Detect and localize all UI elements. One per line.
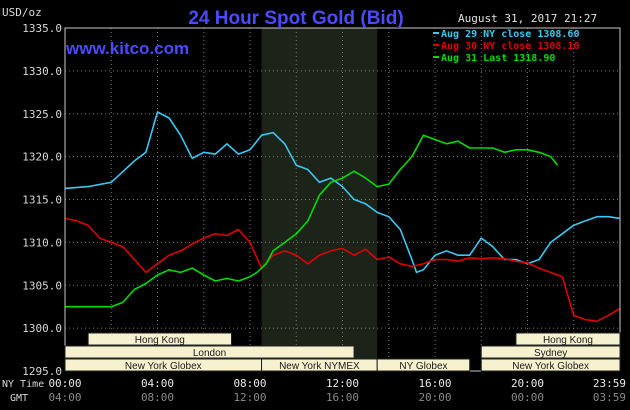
y-tick-label: 1335.0 — [22, 22, 62, 35]
x-tick-label-ny: 12:00 — [326, 377, 359, 390]
session-bar: London — [64, 345, 355, 359]
y-tick-label: 1330.0 — [22, 65, 62, 78]
x-tick-label-ny: 16:00 — [418, 377, 451, 390]
timestamp: August 31, 2017 21:27 — [458, 12, 597, 25]
x-tick-label-ny: 20:00 — [511, 377, 544, 390]
series-line-aug31 — [65, 134, 559, 308]
session-bar-fill — [480, 345, 621, 359]
session-label: NY Globex — [399, 361, 447, 372]
y-tick-label: 1325.0 — [22, 108, 62, 121]
session-bar-fill — [87, 332, 232, 346]
legend-dash-aug31 — [433, 56, 439, 58]
session-bar-fill — [64, 345, 355, 359]
x-tick-label-gmt: 04:00 — [48, 391, 81, 404]
session-bar-fill — [515, 332, 621, 346]
x-tick-label-ny: 00:00 — [48, 377, 81, 390]
x-tick-label-gmt: 12:00 — [233, 391, 266, 404]
y-tick-label: 1300.0 — [22, 322, 62, 335]
x-row-label-gmt: GMT — [10, 393, 28, 404]
session-label: Hong Kong — [135, 335, 185, 346]
x-tick-label-ny: 23:59 — [593, 377, 626, 390]
session-bar: NY Globex — [376, 358, 471, 372]
y-tick-label: 1305.0 — [22, 279, 62, 292]
session-label: Hong Kong — [543, 335, 593, 346]
x-tick-label-gmt: 16:00 — [326, 391, 359, 404]
legend-entry-aug30: Aug 30 NY close 1308.10 — [441, 41, 579, 52]
session-bar: Hong Kong — [515, 332, 621, 346]
x-tick-label-gmt: 03:59 — [593, 391, 626, 404]
legend-entry-aug31: Aug 31 Last 1318.90 — [441, 53, 555, 64]
y-tick-label: 1315.0 — [22, 194, 62, 207]
x-tick-label-gmt: 00:00 — [511, 391, 544, 404]
y-tick-label: 1310.0 — [22, 236, 62, 249]
y-tick-label: 1320.0 — [22, 151, 62, 164]
x-tick-label-ny: 04:00 — [141, 377, 174, 390]
series-line-aug30 — [64, 217, 621, 323]
session-bar-fill — [480, 358, 621, 372]
session-label: London — [193, 348, 226, 359]
session-bar: New York NYMEX — [261, 358, 378, 372]
y-tick-label: 1295.0 — [22, 365, 62, 378]
session-label: New York Globex — [512, 361, 589, 372]
nymex-shaded-period — [261, 28, 378, 371]
x-row-label-ny: NY Time — [2, 379, 44, 390]
x-tick-label-gmt: 08:00 — [141, 391, 174, 404]
session-bar: New York Globex — [64, 358, 263, 372]
session-bar: New York Globex — [480, 358, 621, 372]
session-bar-fill — [376, 358, 471, 372]
session-label: New York NYMEX — [279, 361, 360, 372]
session-bar: Sydney — [480, 345, 621, 359]
series-line-aug29 — [64, 111, 621, 274]
x-tick-label-ny: 08:00 — [233, 377, 266, 390]
session-bar: Hong Kong — [87, 332, 232, 346]
legend-entry-aug29: Aug 29 NY close 1308.60 — [441, 29, 579, 40]
website-watermark: www.kitco.com — [65, 39, 189, 58]
y-axis-label: USD/oz — [2, 6, 42, 19]
legend-dash-aug29 — [433, 32, 439, 34]
legend-dash-aug30 — [433, 44, 439, 46]
session-label: Sydney — [534, 348, 567, 359]
chart-title: 24 Hour Spot Gold (Bid) — [188, 8, 403, 29]
session-label: New York Globex — [125, 361, 202, 372]
legend: Aug 29 NY close 1308.60 Aug 30 NY close … — [433, 29, 579, 64]
x-tick-label-gmt: 20:00 — [418, 391, 451, 404]
